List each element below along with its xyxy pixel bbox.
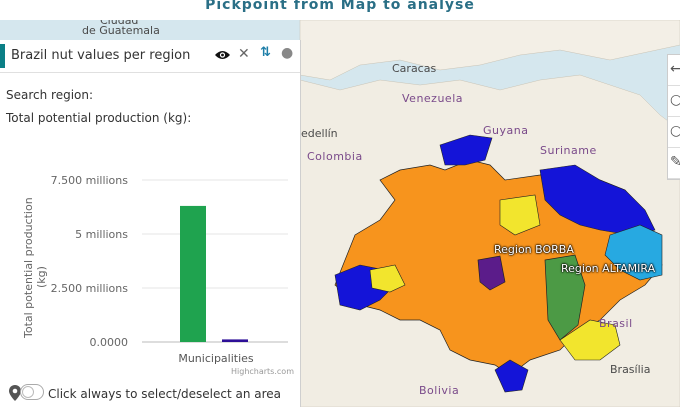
region-yellow-north[interactable] (499, 194, 541, 236)
map-label-brasil: Brasil (599, 317, 633, 330)
analysis-panel: Brazil nut values per region ✕ ⇅ ● Searc… (0, 40, 301, 407)
panel-accent (0, 44, 5, 68)
chart-bars (180, 205, 248, 342)
region-cyan-east[interactable] (604, 224, 663, 281)
toggle-label: Click always to select/deselect an area (48, 387, 281, 401)
edit-icon[interactable]: ✎ (668, 148, 680, 179)
chart-y-tick-label: 7.500 millions (51, 174, 129, 187)
total-production-label: Total potential production (kg): (6, 111, 192, 125)
region-yellow-south[interactable] (559, 319, 621, 361)
sort-icon[interactable]: ⇅ (260, 45, 271, 60)
chart-grid (142, 179, 288, 343)
map-label-caracas: Caracas (392, 62, 437, 75)
map-label-ciudad: Ciudad (100, 20, 139, 27)
chart-y-ticks: 0.0000 2.500 millions 5 millions 7.500 mill… (51, 174, 129, 349)
map-label-bolivia: Bolivia (419, 384, 460, 397)
circle-tool-2-icon[interactable]: ○ (668, 117, 680, 148)
panel-header: Brazil nut values per region ✕ ⇅ ● (0, 40, 300, 73)
chart-x-category: Municipalities (178, 352, 254, 365)
eye-icon[interactable] (214, 49, 231, 61)
map-label-guatemala: de Guatemala (82, 24, 160, 37)
chart-bar-altamira[interactable] (180, 205, 206, 342)
chart-y-tick-label: 5 millions (75, 228, 128, 241)
map-controls: ← ○ ○ ✎ (667, 54, 680, 180)
toggle-knob (22, 386, 34, 398)
region-blue-south[interactable] (494, 359, 529, 393)
chart-y-tick-label: 2.500 millions (51, 282, 129, 295)
chart-bar-borba[interactable] (222, 339, 248, 342)
map-label-venezuela: Venezuela (402, 92, 463, 105)
land-north (299, 20, 680, 81)
region-altamira-shape[interactable] (544, 254, 586, 341)
highcharts-credit[interactable]: Highcharts.com (231, 367, 294, 376)
map-canvas[interactable] (0, 20, 680, 407)
arrow-left-icon[interactable]: ← (668, 55, 680, 86)
chart-y-tick-label: 0.0000 (90, 336, 129, 349)
panel-title: Brazil nut values per region (11, 48, 191, 63)
map-label-brasilia: Brasília (610, 363, 651, 376)
region-yellow-west[interactable] (369, 264, 406, 293)
region-blue-guyana[interactable] (439, 134, 493, 166)
map-view[interactable]: Caracas Venezuela edellín Colombia Guyan… (0, 20, 680, 407)
circle-tool-icon[interactable]: ○ (668, 86, 680, 117)
map-label-medellin: edellín (301, 127, 338, 140)
map-label-guyana: Guyana (483, 124, 529, 137)
chart-y-axis-label-line1: Total potential production (22, 197, 35, 339)
chart-y-axis-label: Total potential production(kg) (22, 197, 48, 339)
map-pin-icon (9, 385, 21, 401)
search-region-label: Search region: (6, 88, 94, 102)
chart-y-axis-label-line2: (kg) (35, 266, 48, 288)
map-label-region-altamira[interactable]: Region ALTAMIRA (561, 262, 656, 275)
page-title: Pickpoint from Map to analyse (0, 0, 680, 20)
region-borba-shape[interactable] (477, 255, 506, 291)
select-area-toggle[interactable] (20, 384, 44, 400)
map-label-colombia: Colombia (307, 150, 363, 163)
panel-footer: Click always to select/deselect an area (0, 380, 300, 407)
close-icon[interactable]: ✕ (238, 46, 250, 62)
map-label-region-borba[interactable]: Region BORBA (494, 243, 574, 256)
production-chart: 0.0000 2.500 millions 5 millions 7.500 mill… (22, 174, 288, 365)
settings-icon[interactable]: ● (281, 45, 294, 61)
map-label-suriname: Suriname (540, 144, 597, 157)
